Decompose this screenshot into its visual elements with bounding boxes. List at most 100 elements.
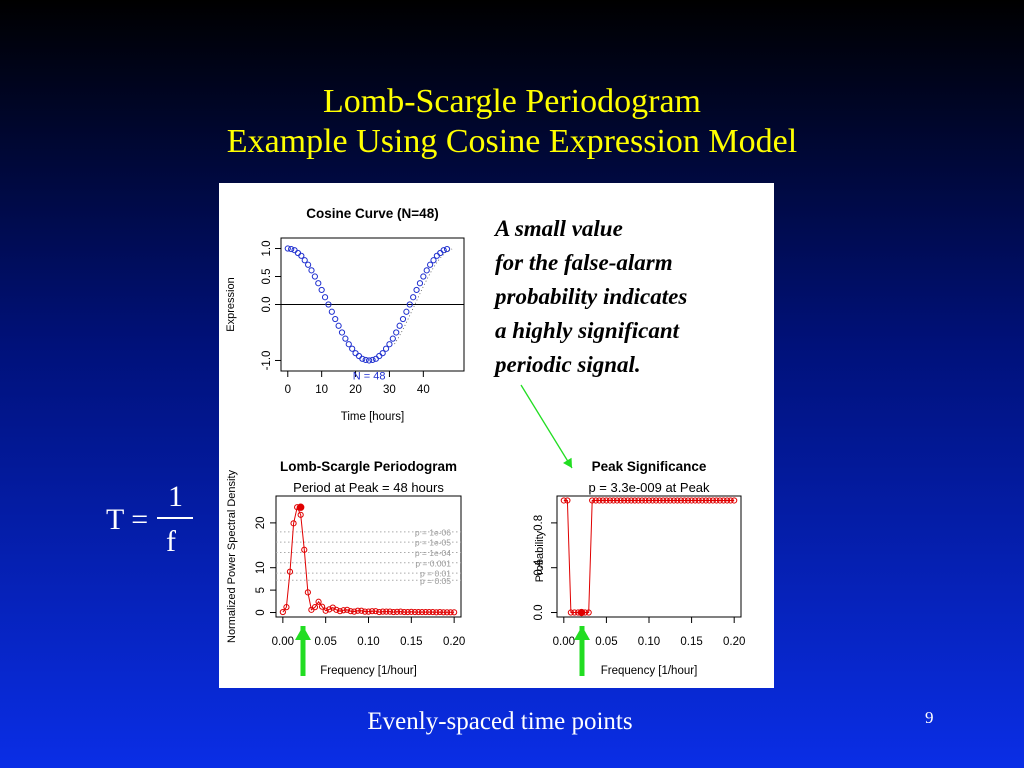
- chart1-data-point: [399, 315, 407, 323]
- chart2-data-point: [426, 608, 433, 616]
- chart1-data-point: [369, 356, 376, 364]
- chart1-data-point: [396, 322, 403, 329]
- chart2-data-point: [326, 606, 333, 613]
- chart2-y-tick-label: 5: [255, 587, 267, 593]
- slide-title-line-1: Lomb-Scargle Periodogram: [322, 83, 701, 120]
- chart3-title: Peak Significance: [592, 459, 707, 474]
- chart3-data-point: [684, 497, 692, 504]
- chart3-data-point: [589, 497, 596, 504]
- figure-svg: Cosine Curve (N=48) Time [hours] Expressio…: [225, 206, 745, 677]
- chart2-subtitle: Period at Peak = 48 hours: [293, 480, 444, 495]
- chart1-y-tick-label: 0.5: [261, 269, 273, 285]
- chart3-data-point: [667, 497, 674, 504]
- chart2-threshold-label: p = 0.01: [420, 569, 451, 579]
- chart3-data-point: [617, 497, 624, 504]
- chart1-data-point: [406, 301, 413, 308]
- chart1-data-point: [338, 329, 346, 336]
- chart2-y-axis-label: Normalized Power Spectral Density: [226, 469, 238, 643]
- chart1-data-point: [393, 329, 400, 336]
- chart3-data-point: [713, 497, 720, 504]
- chart2-series-line: [282, 505, 455, 613]
- chart1-data-point: [349, 345, 356, 352]
- chart2-data-point: [286, 568, 294, 575]
- chart2-threshold-label: p = 1e-06: [415, 527, 451, 537]
- chart3-data-point: [727, 497, 734, 504]
- note-line-1: A small value: [495, 216, 623, 241]
- chart2-data-point: [297, 511, 304, 518]
- chart3-data-point: [695, 497, 702, 504]
- chart1-data-point: [440, 247, 447, 254]
- chart1-data-point: [355, 352, 363, 360]
- chart2-x-axis-label: Frequency [1/hour]: [320, 665, 417, 677]
- chart2-title: Lomb-Scargle Periodogram: [280, 459, 457, 474]
- formula-denominator: f: [166, 525, 176, 558]
- chart1-data-point: [294, 249, 302, 257]
- chart1-y-axis-label: Expression: [225, 277, 237, 331]
- chart1-data-point: [288, 245, 295, 253]
- chart2-y-tick-label: 10: [255, 561, 267, 574]
- chart3-data-point: [638, 497, 646, 504]
- chart3-data-point: [603, 497, 610, 504]
- chart3-data-point: [709, 497, 716, 504]
- chart3-data-point: [628, 497, 635, 504]
- chart1-data-point: [305, 261, 312, 268]
- chart3-data-point: [585, 609, 592, 616]
- chart3-data-point: [599, 497, 606, 504]
- chart3-data-point: [564, 497, 571, 504]
- chart2-data-point: [361, 608, 369, 615]
- chart2-data-point: [397, 608, 404, 615]
- chart3-data-point: [681, 497, 688, 504]
- chart2-x-tick-label: 0.00: [272, 636, 294, 648]
- chart3-y-tick-label: 0.8: [533, 515, 545, 531]
- chart2-threshold-label: p = 0.001: [415, 558, 451, 568]
- chart2-y-tick-label: 20: [255, 516, 267, 529]
- chart1-x-tick-label: 40: [417, 384, 430, 396]
- chart2-data-point: [318, 603, 326, 610]
- chart2-data-point: [443, 609, 451, 616]
- chart1-data-point: [335, 322, 342, 329]
- chart1-data-point: [359, 355, 366, 362]
- chart1-data-point: [413, 286, 420, 294]
- chart1-data-point: [345, 341, 352, 348]
- chart1-reference-curve: [394, 248, 453, 345]
- chart2-data-point: [283, 604, 290, 611]
- chart3-data-point: [731, 497, 738, 504]
- chart2-x-tick-label: 0.20: [443, 636, 465, 648]
- chart3-y-axis-label: Probability: [534, 530, 546, 582]
- chart1-annotation: N = 48: [353, 370, 386, 382]
- chart2-data-point: [372, 608, 379, 615]
- chart1-x-tick-label: 0: [285, 384, 291, 396]
- chart1-data-point: [284, 245, 291, 252]
- note-line-3: probability indicates: [495, 284, 688, 309]
- periodogram-peak-arrow-head: [295, 626, 311, 640]
- chart2-data-point: [347, 608, 354, 615]
- chart2-data-point: [436, 608, 443, 616]
- chart2-data-point: [433, 609, 440, 616]
- chart3-data-point: [670, 497, 677, 504]
- note-line-4: a highly significant: [495, 318, 680, 343]
- chart1-data-point: [291, 247, 298, 254]
- chart2-data-point: [315, 598, 322, 605]
- chart2-data-point: [415, 608, 422, 616]
- chart2-data-point: [404, 608, 411, 616]
- chart3-data-point: [720, 497, 727, 504]
- chart3-data-point: [571, 609, 578, 616]
- chart1-data-point: [376, 352, 383, 360]
- chart3-x-tick-label: 0.15: [680, 636, 702, 648]
- chart3-data-point: [596, 497, 603, 504]
- chart1-data-point: [321, 294, 329, 301]
- chart2-y-tick-label: 0: [255, 609, 267, 615]
- chart1-title: Cosine Curve (N=48): [306, 206, 438, 221]
- chart1-data-point: [301, 257, 308, 264]
- formula-numerator: 1: [168, 480, 183, 513]
- chart1-data-point: [382, 345, 390, 352]
- explanation-note: A small value for the false-alarm probab…: [495, 212, 765, 382]
- chart2-data-point: [386, 608, 394, 615]
- chart1-data-point: [372, 355, 379, 362]
- chart1-data-point: [311, 273, 318, 280]
- chart3-data-point: [724, 497, 731, 504]
- chart2-data-point: [408, 608, 415, 615]
- chart2-threshold-label: p = 0.05: [420, 576, 451, 586]
- chart1-data-point: [433, 252, 440, 259]
- chart2-data-point: [304, 589, 311, 596]
